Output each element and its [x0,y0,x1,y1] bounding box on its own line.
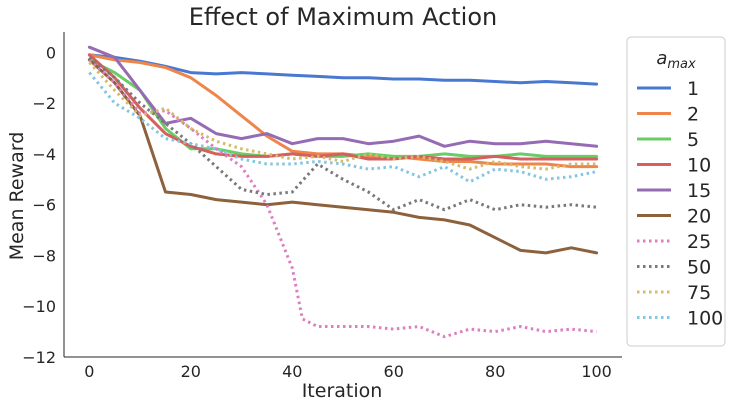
y-tick-labels: 0 −2 −4 −6 −8 −10 −12 [22,43,56,367]
series-line-75 [88,61,597,171]
x-tick-labels: 0 20 40 60 80 100 [84,362,612,381]
legend-title-sub: max [667,57,696,72]
series-line-15 [87,45,599,148]
x-tick-label: 80 [485,362,505,381]
y-tick-label: 0 [46,43,56,62]
y-tick-label: −4 [32,145,56,164]
series-line-20 [87,58,599,255]
legend-label-25: 25 [687,231,711,253]
series-line-1 [87,53,599,86]
legend-title: amax [656,48,696,72]
axes [63,32,622,358]
legend-label-10: 10 [687,155,711,177]
x-tick-label: 100 [581,362,612,381]
y-tick-label: −10 [22,297,56,316]
chart-title: Effect of Maximum Action [189,3,498,31]
legend-label-5: 5 [687,129,699,151]
legend-label-1: 1 [687,78,699,100]
x-tick-label: 0 [84,362,94,381]
legend-label-75: 75 [687,282,711,304]
series-line-5 [87,58,599,158]
y-tick-label: −12 [22,348,56,367]
y-tick-label: −6 [32,196,56,215]
plot-area [87,45,599,339]
legend-label-2: 2 [687,104,699,126]
legend-label-50: 50 [687,257,711,279]
legend-label-20: 20 [687,206,711,228]
x-tick-label: 40 [282,362,302,381]
series-line-25 [88,58,597,339]
legend-label-100: 100 [687,308,723,330]
y-axis-title: Mean Reward [6,132,28,261]
x-axis-title: Iteration [302,380,383,402]
series-line-100 [88,71,597,184]
legend-title-base: a [656,48,667,69]
series-line-10 [87,53,599,161]
legend-label-15: 15 [687,180,711,202]
y-tick-label: −8 [32,246,56,265]
y-tick-label: −2 [32,94,56,113]
x-tick-label: 20 [181,362,201,381]
x-tick-label: 60 [384,362,404,381]
series-line-50 [88,56,597,212]
